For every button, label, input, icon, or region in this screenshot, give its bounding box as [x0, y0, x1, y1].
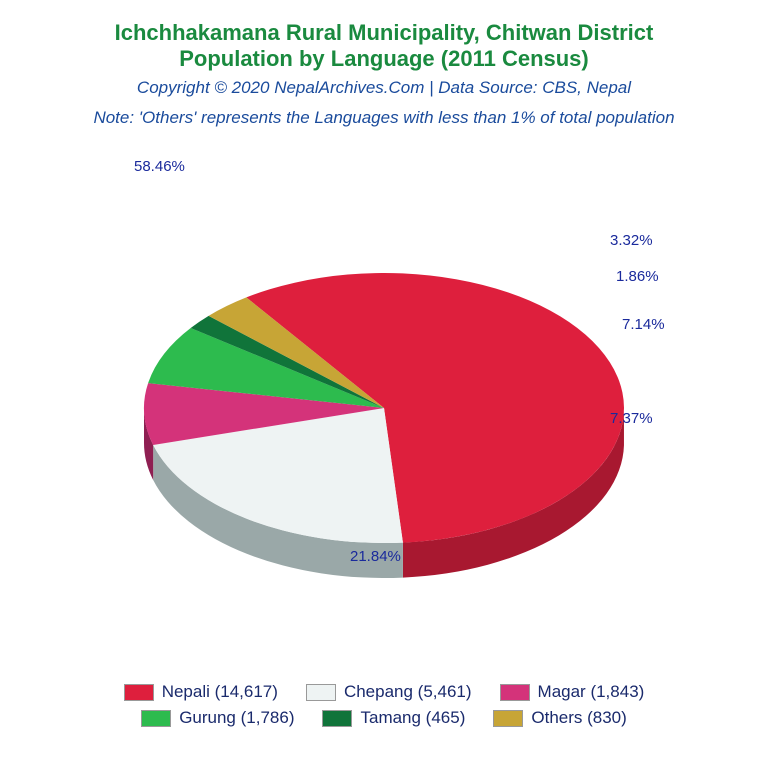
pct-label-tamang: 1.86% [616, 268, 659, 285]
legend-swatch [124, 684, 154, 701]
pct-label-chepang: 21.84% [350, 548, 401, 565]
legend: Nepali (14,617) Chepang (5,461) Magar (1,8… [84, 682, 684, 728]
legend-swatch [306, 684, 336, 701]
title-line-1: Ichchhakamana Rural Municipality, Chitwa… [93, 20, 674, 46]
pct-label-others: 3.32% [610, 232, 653, 249]
legend-swatch [500, 684, 530, 701]
title-block: Ichchhakamana Rural Municipality, Chitwa… [93, 20, 674, 128]
legend-swatch [493, 710, 523, 727]
legend-item: Chepang (5,461) [306, 682, 472, 702]
note: Note: 'Others' represents the Languages … [93, 108, 674, 128]
legend-swatch [322, 710, 352, 727]
legend-item: Gurung (1,786) [141, 708, 294, 728]
pie-chart-area: 58.46% 21.84% 7.37% 7.14% 1.86% 3.32% [0, 128, 768, 682]
legend-label: Gurung (1,786) [179, 708, 294, 728]
legend-item: Tamang (465) [322, 708, 465, 728]
legend-label: Chepang (5,461) [344, 682, 472, 702]
legend-item: Nepali (14,617) [124, 682, 278, 702]
pct-label-gurung: 7.14% [622, 316, 665, 333]
title-line-2: Population by Language (2011 Census) [93, 46, 674, 72]
pct-label-nepali: 58.46% [134, 158, 185, 175]
pct-label-magar: 7.37% [610, 410, 653, 427]
legend-swatch [141, 710, 171, 727]
legend-item: Others (830) [493, 708, 626, 728]
subtitle: Copyright © 2020 NepalArchives.Com | Dat… [93, 78, 674, 98]
legend-item: Magar (1,843) [500, 682, 645, 702]
pie-chart-svg [0, 128, 768, 598]
legend-label: Nepali (14,617) [162, 682, 278, 702]
legend-label: Others (830) [531, 708, 626, 728]
legend-label: Tamang (465) [360, 708, 465, 728]
legend-label: Magar (1,843) [538, 682, 645, 702]
